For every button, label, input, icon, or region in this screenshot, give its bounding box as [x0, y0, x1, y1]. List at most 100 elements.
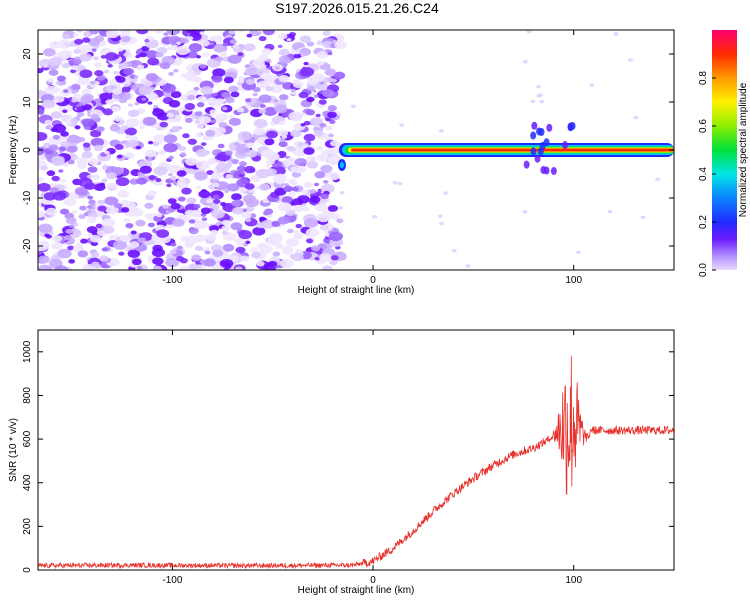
noise-blob [316, 40, 324, 46]
noise-blob [329, 259, 338, 266]
noise-blob [298, 91, 309, 99]
noise-blob [258, 216, 266, 222]
noise-blob [283, 182, 290, 187]
noise-blob [266, 158, 275, 165]
noise-blob [253, 127, 265, 136]
noise-blob [60, 178, 67, 183]
x-tick-label: -100 [162, 575, 182, 586]
noise-blob [38, 182, 51, 192]
noise-blob [219, 258, 234, 268]
noise-blob [168, 71, 175, 76]
noise-blob [338, 206, 344, 210]
noise-blob [62, 109, 68, 114]
noise-blob [43, 192, 57, 201]
noise-blob [262, 30, 275, 36]
noise-blob [145, 73, 159, 82]
noise-blob [66, 145, 78, 153]
noise-blob [188, 227, 199, 235]
noise-blob [183, 71, 198, 81]
noise-blob [203, 258, 216, 267]
noise-blob [136, 177, 148, 185]
noise-blob [328, 133, 334, 138]
noise-blob [205, 151, 211, 155]
noise-blob [252, 226, 266, 236]
noise-blob [167, 118, 174, 123]
noise-blob [58, 169, 64, 173]
noise-blob [239, 255, 250, 262]
noise-blob [115, 76, 126, 83]
noise-blob [627, 58, 633, 62]
noise-blob [153, 166, 168, 176]
noise-blob [38, 223, 53, 234]
noise-blob [152, 265, 163, 270]
noise-blob [83, 44, 94, 52]
y-tick-label: 600 [22, 430, 33, 447]
noise-blob [318, 99, 327, 105]
noise-blob [299, 67, 315, 77]
noise-blob [137, 64, 145, 69]
noise-blob [237, 52, 244, 57]
noise-blob [301, 144, 309, 149]
noise-blob [261, 149, 275, 158]
noise-blob [136, 30, 149, 35]
noise-blob [313, 130, 324, 137]
noise-blob [135, 54, 141, 59]
noise-blob [290, 88, 296, 93]
noise-blob [144, 38, 150, 43]
noise-blob [205, 233, 217, 242]
spectrogram-x-axis-label: Height of straight line (km) [298, 285, 415, 296]
noise-blob [176, 41, 182, 45]
noise-blob [277, 32, 288, 40]
noise-blob [205, 129, 216, 137]
noise-blob [319, 253, 333, 262]
noise-blob [124, 127, 137, 136]
noise-blob [536, 94, 542, 98]
noise-blob [61, 34, 70, 40]
noise-blob [120, 35, 131, 43]
noise-blob [79, 69, 93, 79]
noise-blob [278, 55, 290, 63]
noise-blob [288, 191, 296, 197]
noise-blob [63, 89, 69, 93]
noise-blob [226, 160, 233, 165]
noise-blob [256, 260, 265, 267]
noise-blob [167, 198, 177, 205]
noise-blob [236, 107, 245, 113]
noise-blob [147, 140, 154, 145]
noise-blob [288, 111, 303, 122]
noise-blob [152, 257, 164, 265]
noise-blob [242, 194, 257, 204]
noise-blob [113, 54, 120, 59]
noise-blob [336, 218, 344, 224]
colorbar-tick-label: 0.2 [698, 215, 709, 229]
noise-blob [249, 247, 259, 253]
noise-blob [87, 166, 98, 173]
noise-blob [195, 160, 210, 170]
noise-blob [212, 194, 221, 200]
noise-blob [40, 165, 48, 171]
noise-blob [333, 71, 346, 80]
noise-blob [101, 247, 108, 252]
noise-blob [292, 147, 307, 157]
noise-blob [124, 83, 130, 87]
noise-blob [290, 129, 302, 138]
noise-blob [60, 130, 69, 137]
noise-blob [229, 39, 237, 44]
noise-blob [63, 162, 70, 168]
snr-plot-area [38, 355, 674, 570]
noise-blob [281, 135, 288, 139]
noise-blob [95, 223, 103, 229]
noise-blob [70, 137, 78, 142]
noise-blob [93, 62, 102, 68]
noise-blob [38, 68, 44, 74]
noise-blob [163, 134, 178, 144]
noise-blob [309, 195, 321, 204]
noise-blob [194, 171, 208, 181]
noise-blob [245, 79, 255, 85]
noise-blob [125, 49, 131, 53]
noise-blob [176, 170, 187, 177]
noise-blob [51, 235, 63, 243]
noise-blob [170, 202, 181, 210]
noise-blob [286, 157, 297, 165]
